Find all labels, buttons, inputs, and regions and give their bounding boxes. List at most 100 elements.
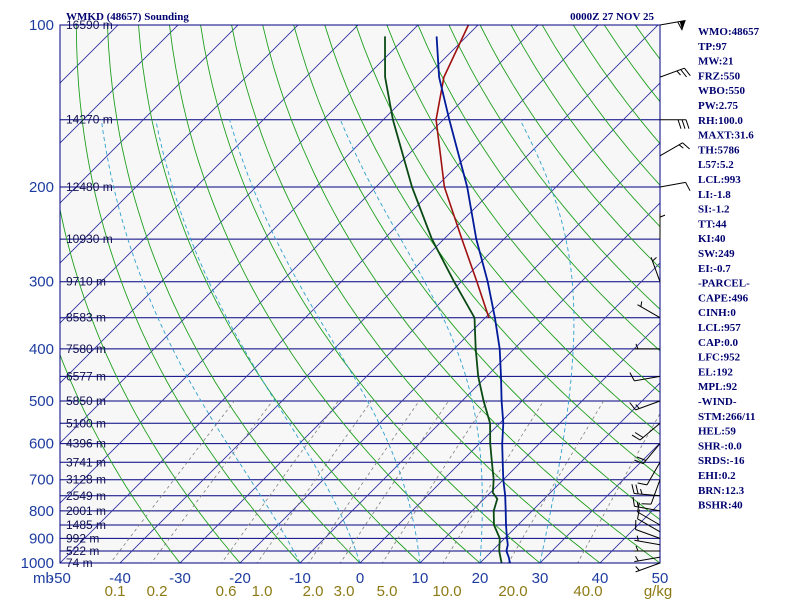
- wind-barb: [629, 400, 661, 411]
- index-value: TP:97: [698, 41, 727, 53]
- wind-barb: [629, 372, 661, 382]
- wind-barb: [634, 443, 661, 465]
- wind-barb: [631, 422, 661, 441]
- background-lines: [60, 25, 660, 563]
- pressure-unit-label: mb: [33, 570, 54, 587]
- index-value: BRN:12.3: [698, 485, 745, 497]
- dry-adiabat-line: [324, 25, 660, 478]
- index-value: SRDS:-16: [698, 455, 745, 467]
- height-label: 14270 m: [66, 113, 113, 127]
- isotherm-line: [359, 262, 660, 563]
- height-label: 4396 m: [66, 437, 106, 451]
- index-value: EL:192: [698, 366, 733, 378]
- isotherm-line: [60, 25, 239, 204]
- index-value: SW:249: [698, 248, 735, 260]
- pressure-tick-label: 400: [29, 341, 54, 358]
- isotherm-line: [60, 25, 299, 264]
- index-value: STM:266/11: [698, 411, 755, 423]
- index-value: TH:5786: [698, 144, 740, 156]
- index-value: LI:-1.8: [698, 189, 731, 201]
- dry-adiabat-line: [169, 25, 481, 563]
- moist-adiabat-line: [100, 119, 301, 563]
- wind-barb: [660, 119, 690, 129]
- temperature-tick-label: 50: [652, 570, 669, 587]
- index-value: EHI:0.2: [698, 470, 736, 482]
- temperature-tick-label: 40: [592, 570, 609, 587]
- mixing-ratio-label: 0.6: [216, 583, 237, 600]
- mixing-ratio-label: g/kg: [644, 583, 672, 600]
- plot-border: [59, 24, 661, 564]
- index-value: TT:44: [698, 218, 727, 230]
- mixing-ratio-label: 10.0: [432, 583, 461, 600]
- index-value: L57:5.2: [698, 159, 734, 171]
- indices-panel: WMO:48657 TP:97 MW:21 FRZ:550 WBO:550 PW:2.75…: [698, 26, 760, 512]
- mixing-ratio-line: [339, 400, 449, 563]
- pressure-tick-label: 500: [29, 393, 54, 410]
- height-label: 10930 m: [66, 232, 113, 246]
- wind-barb: [650, 257, 661, 282]
- height-label: 5850 m: [66, 394, 106, 408]
- mixing-ratio-line: [381, 400, 488, 563]
- mixing-ratio-label: 5.0: [377, 583, 398, 600]
- wind-barb: [659, 67, 691, 78]
- index-value: SHR-:0.0: [698, 440, 742, 452]
- index-value: KI:40: [698, 233, 726, 245]
- wind-barb: [659, 142, 690, 157]
- isotherm-line: [119, 25, 659, 563]
- isotherm-line: [239, 142, 660, 563]
- height-label: 3741 m: [66, 455, 106, 469]
- index-value: FRZ:550: [698, 70, 741, 82]
- index-value: SI:-1.2: [698, 204, 730, 216]
- isotherm-line: [179, 82, 660, 563]
- temperature-tick-label: -30: [169, 570, 191, 587]
- temperature-tick-label: -20: [229, 570, 251, 587]
- pressure-tick-label: 100: [29, 17, 54, 34]
- temperature-tick-label: 20: [472, 570, 489, 587]
- height-label: 12480 m: [66, 180, 113, 194]
- sounding-profiles: [384, 25, 513, 563]
- mixing-ratio-line: [256, 400, 372, 563]
- isotherm-line: [60, 25, 479, 444]
- index-value: LFC:952: [698, 352, 741, 364]
- mixing-ratio-line: [150, 400, 273, 563]
- index-value: LCL:993: [698, 174, 741, 186]
- wind-barb: [637, 301, 661, 319]
- height-label: 2549 m: [66, 489, 106, 503]
- mixing-ratio-line: [221, 400, 339, 563]
- index-value: CAPE:496: [698, 292, 749, 304]
- parcel-profile: [435, 25, 490, 318]
- index-value: RH:100.0: [698, 115, 743, 127]
- pressure-tick-label: 700: [29, 472, 54, 489]
- mixing-ratio-line: [577, 412, 660, 563]
- moist-adiabat-line: [229, 119, 421, 563]
- mixing-ratio-label: 1.0: [252, 583, 273, 600]
- temperature-tick-label: 10: [412, 570, 429, 587]
- dewpoint-profile: [384, 36, 503, 563]
- moist-adiabat-line: [339, 119, 483, 563]
- mixing-ratio-label: 3.0: [334, 583, 355, 600]
- index-value: WMO:48657: [698, 26, 760, 38]
- index-value: CINH:0: [698, 307, 736, 319]
- height-label: 9710 m: [66, 275, 106, 289]
- mixing-ratio-label: 40.0: [573, 583, 602, 600]
- height-label: 1485 m: [66, 518, 106, 532]
- height-label: 5100 m: [66, 416, 106, 430]
- height-label: 2001 m: [66, 504, 106, 518]
- wind-barb: [635, 519, 661, 539]
- dry-adiabat-line: [479, 25, 660, 269]
- index-value: BSHR:40: [698, 500, 743, 512]
- index-value: -WIND-: [698, 396, 737, 408]
- station-title: WMKD (48657) Sounding: [66, 11, 189, 23]
- index-value: PW:2.75: [698, 100, 739, 112]
- mixing-ratio-line: [110, 400, 235, 563]
- dry-adiabat-line: [138, 25, 421, 563]
- isotherm-line: [539, 442, 660, 563]
- dry-adiabat-line: [60, 207, 241, 563]
- isotherm-line: [60, 25, 539, 504]
- temperature-tick-label: 0: [356, 570, 364, 587]
- dry-adiabat-line: [293, 25, 660, 521]
- wind-barb: [631, 484, 661, 497]
- index-value: MAXT:31.6: [698, 130, 754, 142]
